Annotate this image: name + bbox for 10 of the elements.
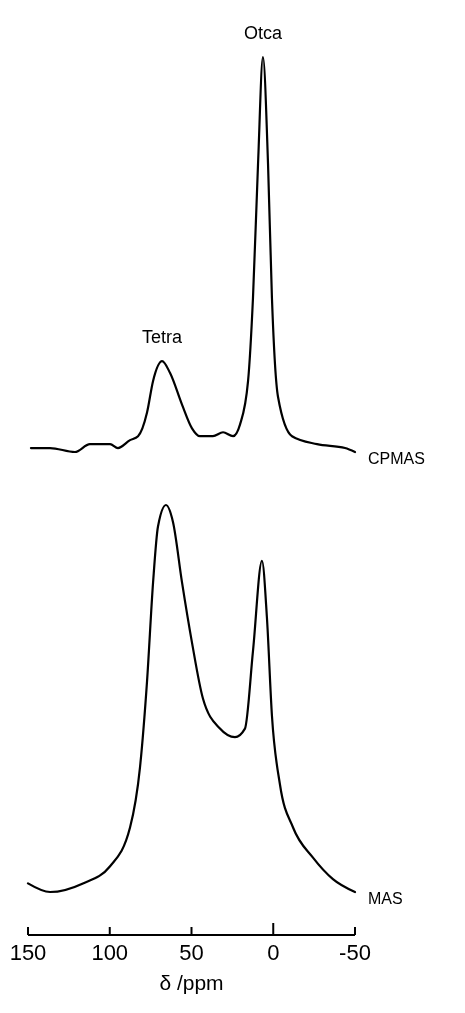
x-axis-title: δ /ppm xyxy=(159,971,224,994)
series-label: MAS xyxy=(368,890,403,907)
x-tick-label: -50 xyxy=(339,940,371,965)
annotation: Tetra xyxy=(142,327,184,348)
series-label: CPMAS xyxy=(368,450,425,467)
x-tick-label: 150 xyxy=(9,940,47,965)
annotation: Otca xyxy=(243,23,283,43)
x-tick-label: 100 xyxy=(91,940,129,965)
x-tick-label: 0 xyxy=(267,940,280,965)
x-tick-label: 50 xyxy=(179,940,204,965)
